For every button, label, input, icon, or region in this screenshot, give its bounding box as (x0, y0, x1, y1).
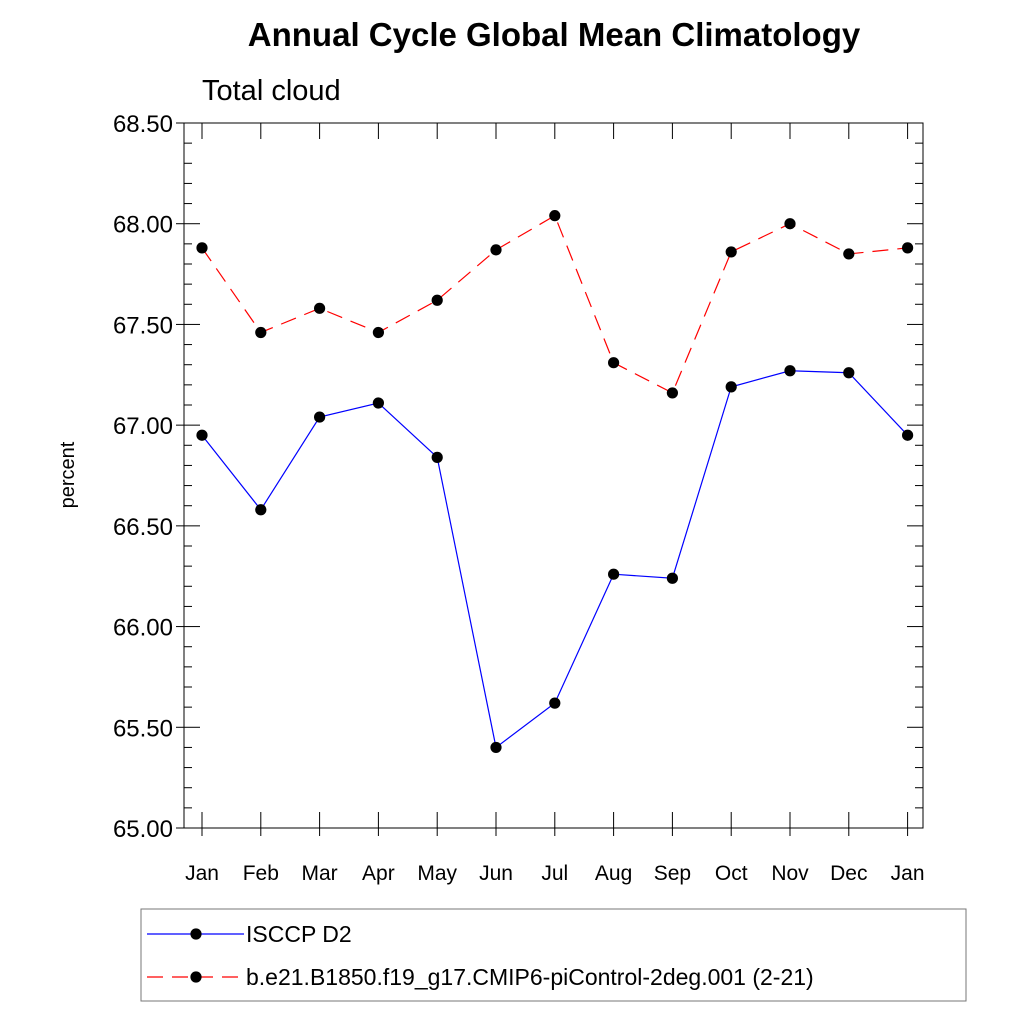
data-point-series-1 (608, 568, 620, 580)
data-point-series-2 (725, 246, 737, 258)
x-tick-label: Jan (185, 862, 219, 885)
data-point-series-2 (843, 248, 855, 260)
y-tick-label: 65.00 (113, 816, 173, 843)
data-point-series-1 (666, 572, 679, 584)
y-tick-label: 68.50 (113, 111, 173, 138)
data-point-series-1 (490, 741, 502, 754)
y-tick-label: 67.00 (113, 413, 173, 440)
series-line-2 (201, 214, 908, 394)
y-tick-label: 68.00 (113, 212, 173, 239)
x-tick-label: Mar (302, 862, 338, 885)
x-tick-label: Oct (715, 862, 748, 885)
legend-label-1: ISCCP D2 (246, 921, 352, 947)
x-tick-label: May (417, 862, 457, 885)
data-point-series-2 (608, 357, 620, 369)
data-point-series-1 (902, 429, 914, 441)
data-point-series-1 (431, 451, 443, 463)
plot-frame (183, 122, 924, 829)
legend-label-2: b.e21.B1850.f19_g17.CMIP6-piControl-2deg… (246, 964, 814, 990)
y-tick-label: 67.50 (113, 312, 173, 339)
data-point-series-1 (725, 381, 737, 393)
x-tick-label: Jun (479, 862, 513, 885)
data-point-series-1 (549, 697, 561, 709)
x-tick-label: Nov (771, 862, 809, 885)
data-point-series-2 (196, 242, 208, 254)
series-line-1 (201, 370, 909, 749)
legend: ISCCP D2 b.e21.B1850.f19_g17.CMIP6-piCont… (147, 921, 814, 990)
data-point-series-2 (666, 387, 679, 399)
x-tick-label: Aug (595, 862, 632, 885)
legend-box (140, 908, 967, 1002)
data-point-series-1 (314, 411, 326, 423)
series-group (196, 210, 914, 754)
x-tick-label: Sep (654, 862, 691, 885)
data-point-series-2 (902, 242, 914, 254)
x-tick-label: Apr (362, 862, 395, 885)
axis-ticks: 65.00 65.50 66.00 66.50 67.00 67.50 68.00 68.50… (113, 111, 925, 885)
chart-subtitle: Total cloud (202, 75, 341, 107)
y-axis-label: percent (57, 441, 79, 508)
legend-marker-1 (190, 928, 202, 940)
y-tick-label: 65.50 (113, 715, 173, 742)
data-point-series-2 (490, 244, 502, 256)
data-point-series-2 (372, 326, 384, 339)
data-point-series-2 (255, 326, 267, 339)
data-point-series-2 (784, 218, 796, 230)
x-tick-label: Feb (243, 862, 279, 885)
x-tick-label: Jan (891, 862, 925, 885)
x-tick-label: Jul (541, 862, 568, 885)
data-point-series-1 (372, 397, 384, 409)
legend-marker-2 (190, 971, 202, 983)
y-tick-label: 66.50 (113, 514, 173, 541)
y-tick-label: 66.00 (113, 615, 173, 642)
data-point-series-1 (784, 365, 796, 377)
data-point-series-1 (196, 429, 208, 441)
data-point-series-2 (549, 210, 561, 222)
data-point-series-2 (431, 294, 443, 306)
data-point-series-1 (843, 367, 855, 379)
chart-title: Annual Cycle Global Mean Climatology (248, 16, 861, 53)
x-tick-label: Dec (830, 862, 867, 885)
data-point-series-1 (255, 504, 267, 516)
data-point-series-2 (314, 302, 326, 314)
